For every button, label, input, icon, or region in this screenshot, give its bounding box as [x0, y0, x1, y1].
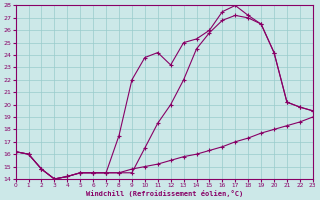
X-axis label: Windchill (Refroidissement éolien,°C): Windchill (Refroidissement éolien,°C) — [85, 190, 243, 197]
